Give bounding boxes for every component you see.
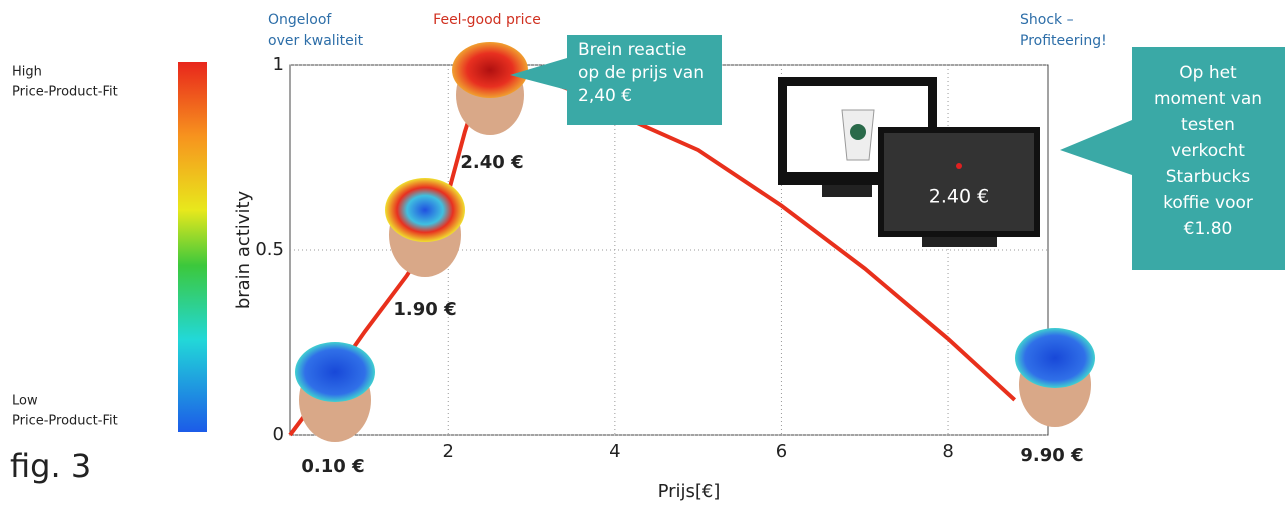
callout-text: Op het	[1179, 63, 1237, 83]
colorbar-label: Low	[12, 394, 38, 409]
chart: 2 4 6 8 0 0.5 1 Prijs[€] brain activity 0.10 € 1.…	[0, 0, 1288, 506]
y-tick-label: 1	[273, 54, 284, 75]
x-axis-label: Prijs[€]	[658, 481, 721, 502]
top-label: over kwaliteit	[268, 33, 364, 49]
x-tick-label: 4	[609, 441, 620, 462]
x-tick-label: 6	[776, 441, 787, 462]
callout-text: 2,40 €	[578, 86, 632, 106]
colorbar	[178, 62, 207, 432]
x-tick-label: 8	[942, 441, 953, 462]
top-label: Feel-good price	[433, 12, 541, 28]
price-label: 2.40 €	[460, 152, 523, 173]
figure-label: fig. 3	[10, 447, 91, 485]
y-tick-label: 0.5	[255, 239, 284, 260]
colorbar-label: High	[12, 65, 42, 80]
x-tick-label: 2	[443, 441, 454, 462]
callout-text: koffie voor	[1163, 193, 1253, 213]
top-label: Ongeloof	[268, 12, 332, 28]
callout-text: moment van	[1154, 89, 1262, 109]
monitor	[778, 77, 1040, 247]
callout-text: Starbucks	[1166, 167, 1251, 187]
callout-text: testen	[1181, 115, 1235, 135]
top-label: Shock –	[1020, 12, 1074, 28]
colorbar-label: Price-Product-Fit	[12, 85, 118, 100]
price-label: 0.10 €	[301, 456, 364, 477]
colorbar-label: Price-Product-Fit	[12, 414, 118, 429]
callout-text: Brein reactie	[578, 40, 686, 60]
callout-text: op de prijs van	[578, 63, 704, 83]
y-axis-label: brain activity	[233, 190, 254, 309]
top-label: Profiteering!	[1020, 33, 1107, 49]
price-label: 9.90 €	[1020, 445, 1083, 466]
price-label: 1.90 €	[393, 299, 456, 320]
callout-text: €1.80	[1184, 219, 1233, 239]
y-tick-label: 0	[273, 424, 284, 445]
screen-price: 2.40 €	[929, 186, 989, 208]
callout-text: verkocht	[1171, 141, 1245, 161]
